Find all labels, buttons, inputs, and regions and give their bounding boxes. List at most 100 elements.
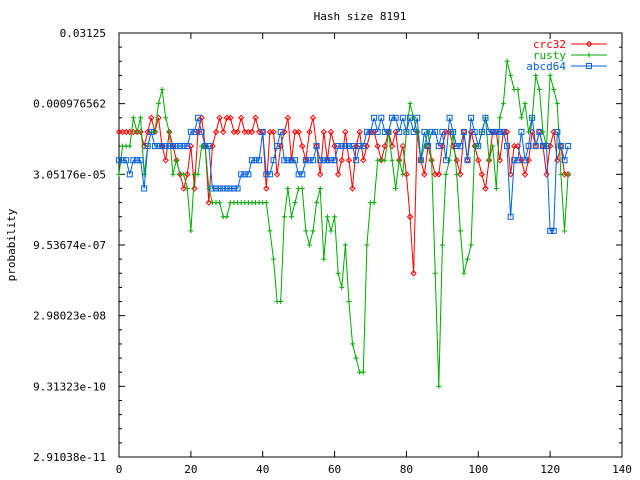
data-point-abcd64 (342, 143, 349, 150)
data-point-crc32 (320, 128, 328, 136)
data-point-abcd64 (191, 128, 198, 135)
data-point-abcd64 (141, 185, 148, 192)
data-point-crc32 (205, 199, 213, 206)
data-point-crc32 (180, 185, 187, 192)
data-point-rusty (270, 256, 276, 262)
data-point-crc32 (546, 142, 554, 150)
data-point-crc32 (284, 114, 292, 122)
data-point-abcd64 (155, 143, 162, 150)
data-point-abcd64 (360, 143, 367, 150)
data-point-abcd64 (116, 157, 122, 164)
data-point-abcd64 (439, 128, 446, 135)
y-tick-label: 9.31323e-10 (33, 380, 106, 393)
data-point-abcd64 (521, 157, 528, 164)
data-point-abcd64 (256, 157, 263, 164)
x-tick-label: 80 (400, 463, 413, 476)
data-point-abcd64 (245, 171, 252, 178)
data-point-rusty (288, 214, 294, 220)
data-point-abcd64 (421, 128, 428, 135)
data-point-abcd64 (518, 128, 525, 135)
data-point-crc32 (184, 171, 191, 178)
data-point-abcd64 (478, 128, 485, 135)
data-point-abcd64 (539, 143, 546, 150)
data-point-rusty (486, 157, 492, 163)
data-point-abcd64 (432, 128, 439, 135)
data-point-abcd64 (252, 157, 259, 164)
data-point-rusty (127, 143, 133, 149)
data-point-abcd64 (507, 213, 514, 220)
data-point-rusty (429, 157, 435, 163)
data-point-rusty (393, 185, 399, 191)
data-point-crc32 (345, 156, 353, 164)
data-point-rusty (335, 270, 341, 276)
series-line-rusty (118, 61, 569, 387)
data-point-abcd64 (241, 171, 248, 178)
data-point-rusty (454, 171, 460, 177)
data-point-abcd64 (137, 157, 144, 164)
series-rusty (116, 58, 571, 389)
data-point-crc32 (209, 142, 216, 150)
data-point-rusty (163, 115, 169, 121)
data-point-abcd64 (392, 114, 399, 121)
data-point-abcd64 (230, 185, 237, 192)
data-point-rusty (156, 101, 162, 107)
y-tick-label: 0.000976562 (33, 98, 106, 111)
data-point-abcd64 (493, 128, 500, 135)
data-point-crc32 (342, 128, 349, 136)
data-point-rusty (353, 355, 359, 361)
data-point-abcd64 (486, 128, 493, 135)
data-point-abcd64 (385, 128, 392, 135)
data-point-crc32 (327, 128, 335, 136)
series-crc32 (115, 114, 572, 277)
data-point-abcd64 (310, 157, 317, 164)
data-point-abcd64 (457, 143, 464, 150)
data-point-abcd64 (169, 143, 176, 150)
data-point-crc32 (144, 128, 151, 136)
legend-marker-crc32 (585, 40, 593, 48)
data-point-abcd64 (220, 185, 227, 192)
data-point-abcd64 (435, 143, 442, 150)
x-tick-label: 0 (116, 463, 123, 476)
data-point-abcd64 (363, 128, 370, 135)
data-point-abcd64 (320, 157, 327, 164)
data-point-abcd64 (223, 185, 230, 192)
y-axis-label: probability (5, 208, 18, 281)
data-point-crc32 (187, 142, 195, 150)
data-point-rusty (314, 200, 320, 206)
data-point-abcd64 (460, 128, 467, 135)
data-point-abcd64 (561, 157, 568, 164)
axis-ticks: 0 20 40 60 80 100 120 140 0.03125 0.000976562 3.05… (33, 27, 632, 476)
data-point-rusty (188, 228, 194, 234)
data-point-abcd64 (381, 128, 388, 135)
data-point-abcd64 (180, 143, 187, 150)
data-point-abcd64 (295, 171, 302, 178)
data-point-crc32 (316, 171, 324, 178)
data-point-rusty (493, 185, 499, 191)
data-point-crc32 (334, 171, 342, 178)
data-point-abcd64 (335, 143, 342, 150)
data-point-crc32 (248, 128, 256, 136)
data-point-crc32 (273, 171, 281, 178)
data-point-rusty (170, 171, 176, 177)
data-point-rusty (468, 242, 474, 248)
data-point-abcd64 (407, 114, 414, 121)
data-point-abcd64 (144, 143, 151, 150)
y-tick-label: 2.98023e-08 (33, 310, 106, 323)
data-point-rusty (130, 115, 136, 121)
data-point-crc32 (392, 128, 399, 136)
data-point-rusty (267, 228, 273, 234)
data-point-rusty (522, 101, 528, 107)
data-point-abcd64 (126, 171, 133, 178)
data-point-rusty (551, 87, 557, 93)
data-point-crc32 (252, 114, 259, 122)
data-point-rusty (217, 200, 223, 206)
data-point-crc32 (352, 142, 360, 150)
data-point-rusty (396, 157, 402, 163)
data-point-abcd64 (464, 157, 471, 164)
series-layer (115, 58, 572, 389)
data-point-abcd64 (554, 128, 561, 135)
data-point-crc32 (263, 185, 270, 192)
data-point-rusty (554, 101, 560, 107)
data-point-abcd64 (471, 128, 478, 135)
data-point-abcd64 (274, 143, 281, 150)
